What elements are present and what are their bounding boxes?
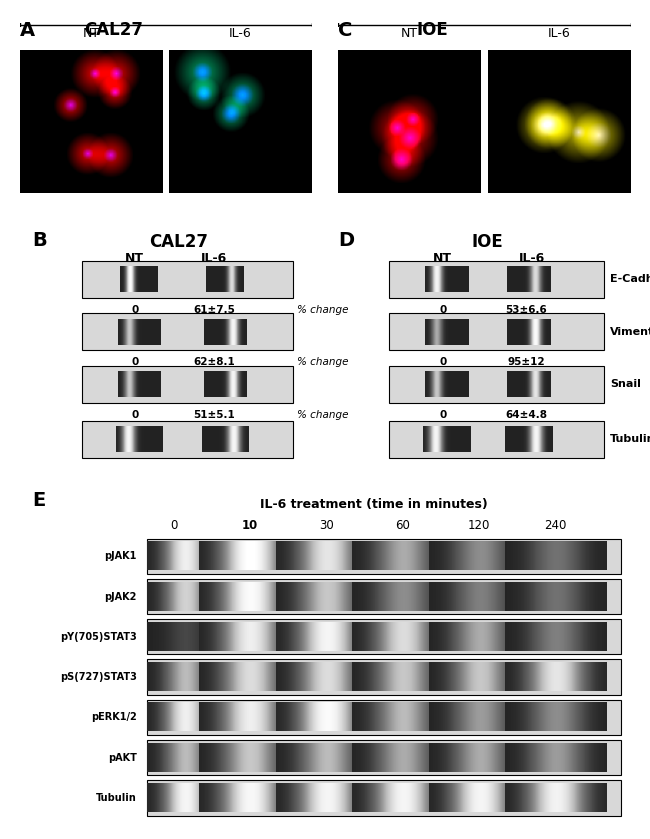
Text: 10: 10 — [242, 519, 258, 531]
Text: CAL27: CAL27 — [150, 233, 208, 251]
Text: 0: 0 — [131, 357, 138, 367]
Text: E: E — [32, 491, 46, 510]
Text: pJAK1: pJAK1 — [105, 551, 137, 561]
Text: 61±7.5: 61±7.5 — [193, 305, 235, 315]
Text: CAL27: CAL27 — [84, 21, 143, 39]
Text: A: A — [20, 21, 34, 40]
Text: 51±5.1: 51±5.1 — [193, 410, 235, 420]
Text: % change: % change — [297, 305, 349, 315]
Text: IL-6: IL-6 — [519, 253, 545, 265]
Text: 240: 240 — [544, 519, 567, 531]
Text: pJAK2: pJAK2 — [105, 591, 137, 602]
Text: IL-6: IL-6 — [201, 253, 227, 265]
Text: IOE: IOE — [472, 233, 503, 251]
Bar — [148, 740, 621, 775]
Text: 53±6.6: 53±6.6 — [506, 305, 547, 315]
Bar — [389, 261, 604, 298]
Bar — [148, 700, 621, 735]
Text: B: B — [32, 231, 47, 250]
Text: C: C — [338, 21, 352, 40]
Text: NT: NT — [433, 253, 452, 265]
Text: IL-6: IL-6 — [547, 27, 571, 39]
Text: Snail: Snail — [610, 379, 641, 389]
Bar — [389, 366, 604, 403]
Text: E-Cadherin: E-Cadherin — [610, 274, 650, 284]
Bar — [82, 313, 292, 351]
Text: 0: 0 — [131, 305, 138, 315]
Bar — [389, 313, 604, 351]
Bar — [389, 421, 604, 458]
Text: 0: 0 — [439, 305, 447, 315]
Text: Vimentin: Vimentin — [610, 326, 650, 336]
Text: NT: NT — [401, 27, 418, 39]
Bar — [148, 579, 621, 614]
Text: NT: NT — [125, 253, 144, 265]
Bar — [148, 619, 621, 654]
Text: pERK1/2: pERK1/2 — [91, 712, 137, 722]
Text: Tubulin: Tubulin — [96, 793, 137, 803]
Text: 30: 30 — [319, 519, 333, 531]
Text: % change: % change — [297, 410, 349, 420]
Text: % change: % change — [297, 357, 349, 367]
Text: 0: 0 — [131, 410, 138, 420]
Bar — [82, 421, 292, 458]
Text: IL-6: IL-6 — [229, 27, 252, 39]
Bar — [82, 261, 292, 298]
Text: 0: 0 — [439, 410, 447, 420]
Text: 95±12: 95±12 — [508, 357, 545, 367]
Text: 120: 120 — [468, 519, 490, 531]
Text: Tubulin: Tubulin — [610, 435, 650, 445]
Bar — [148, 539, 621, 574]
Text: 0: 0 — [170, 519, 177, 531]
Text: pY(705)STAT3: pY(705)STAT3 — [60, 632, 137, 642]
Text: IOE: IOE — [417, 21, 448, 39]
Text: 64±4.8: 64±4.8 — [505, 410, 547, 420]
Text: D: D — [338, 231, 354, 250]
Text: 60: 60 — [395, 519, 410, 531]
Text: pS(727)STAT3: pS(727)STAT3 — [60, 672, 137, 682]
Bar — [148, 780, 621, 816]
Bar — [82, 366, 292, 403]
Text: 0: 0 — [439, 357, 447, 367]
Text: IL-6 treatment (time in minutes): IL-6 treatment (time in minutes) — [260, 498, 488, 511]
Text: pAKT: pAKT — [108, 753, 137, 763]
Text: NT: NT — [83, 27, 99, 39]
Bar — [148, 659, 621, 695]
Text: 62±8.1: 62±8.1 — [193, 357, 235, 367]
